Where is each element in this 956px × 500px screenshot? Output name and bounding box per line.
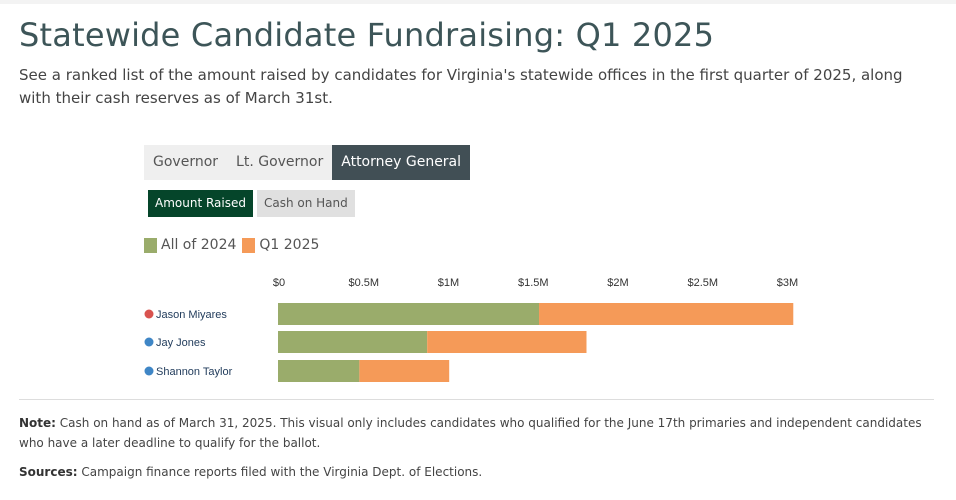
bar-all-2024 — [278, 303, 540, 325]
x-tick-label: $1.5M — [518, 277, 549, 289]
tab-lt-governor[interactable]: Lt. Governor — [236, 154, 324, 170]
candidate-label: Jay Jones — [156, 337, 206, 349]
bar-q1-2025 — [539, 303, 794, 325]
bar-all-2024 — [278, 331, 428, 353]
divider — [19, 399, 934, 400]
legend-item-2024: All of 2024 — [144, 237, 236, 253]
x-tick-label: $1M — [438, 277, 459, 289]
legend-swatch-q1-2025 — [242, 237, 256, 253]
bar-q1-2025 — [359, 360, 450, 382]
bar-q1-2025 — [427, 331, 587, 353]
x-tick-label: $0.5M — [348, 277, 379, 289]
legend-label-2024: All of 2024 — [161, 237, 237, 253]
metric-toggle: Amount Raised Cash on Hand — [148, 190, 355, 217]
x-tick-label: $2M — [607, 277, 628, 289]
legend-swatch-2024 — [144, 237, 157, 253]
legend-label-q1-2025: Q1 2025 — [259, 237, 320, 253]
sources-label: Sources: — [19, 465, 78, 479]
cash-on-hand-button[interactable]: Cash on Hand — [256, 190, 355, 217]
legend: All of 2024 Q1 2025 — [144, 237, 325, 253]
bar-all-2024 — [278, 360, 360, 382]
x-tick-label: $3M — [777, 277, 798, 289]
top-border — [0, 0, 956, 4]
party-dot — [144, 337, 154, 347]
sources-text: Campaign finance reports filed with the … — [77, 465, 483, 479]
page-subtitle: See a ranked list of the amount raised b… — [19, 66, 903, 107]
x-tick-label: $0 — [273, 277, 285, 289]
tab-governor[interactable]: Governor — [153, 154, 219, 170]
legend-item-q1-2025: Q1 2025 — [242, 237, 319, 253]
amount-raised-button[interactable]: Amount Raised — [148, 190, 253, 217]
office-tabs: Governor Lt. Governor Attorney General — [144, 145, 471, 180]
party-dot — [144, 309, 154, 319]
page-title: Statewide Candidate Fundraising: Q1 2025 — [19, 16, 715, 54]
note: Note: Cash on hand as of March 31, 2025.… — [19, 413, 944, 453]
note-text: Cash on hand as of March 31, 2025. This … — [19, 416, 922, 450]
sources: Sources: Campaign finance reports filed … — [19, 465, 482, 479]
tab-attorney-general[interactable]: Attorney General — [332, 145, 471, 180]
party-dot — [144, 366, 154, 376]
x-tick-label: $2.5M — [687, 277, 718, 289]
candidate-label: Jason Miyares — [156, 309, 227, 321]
bar-chart: $0 $0.5M $1M $1.5M $2M $2.5M $3M Jason Miyares J… — [144, 277, 798, 382]
note-label: Note: — [19, 416, 56, 430]
candidate-label: Shannon Taylor — [156, 366, 233, 378]
